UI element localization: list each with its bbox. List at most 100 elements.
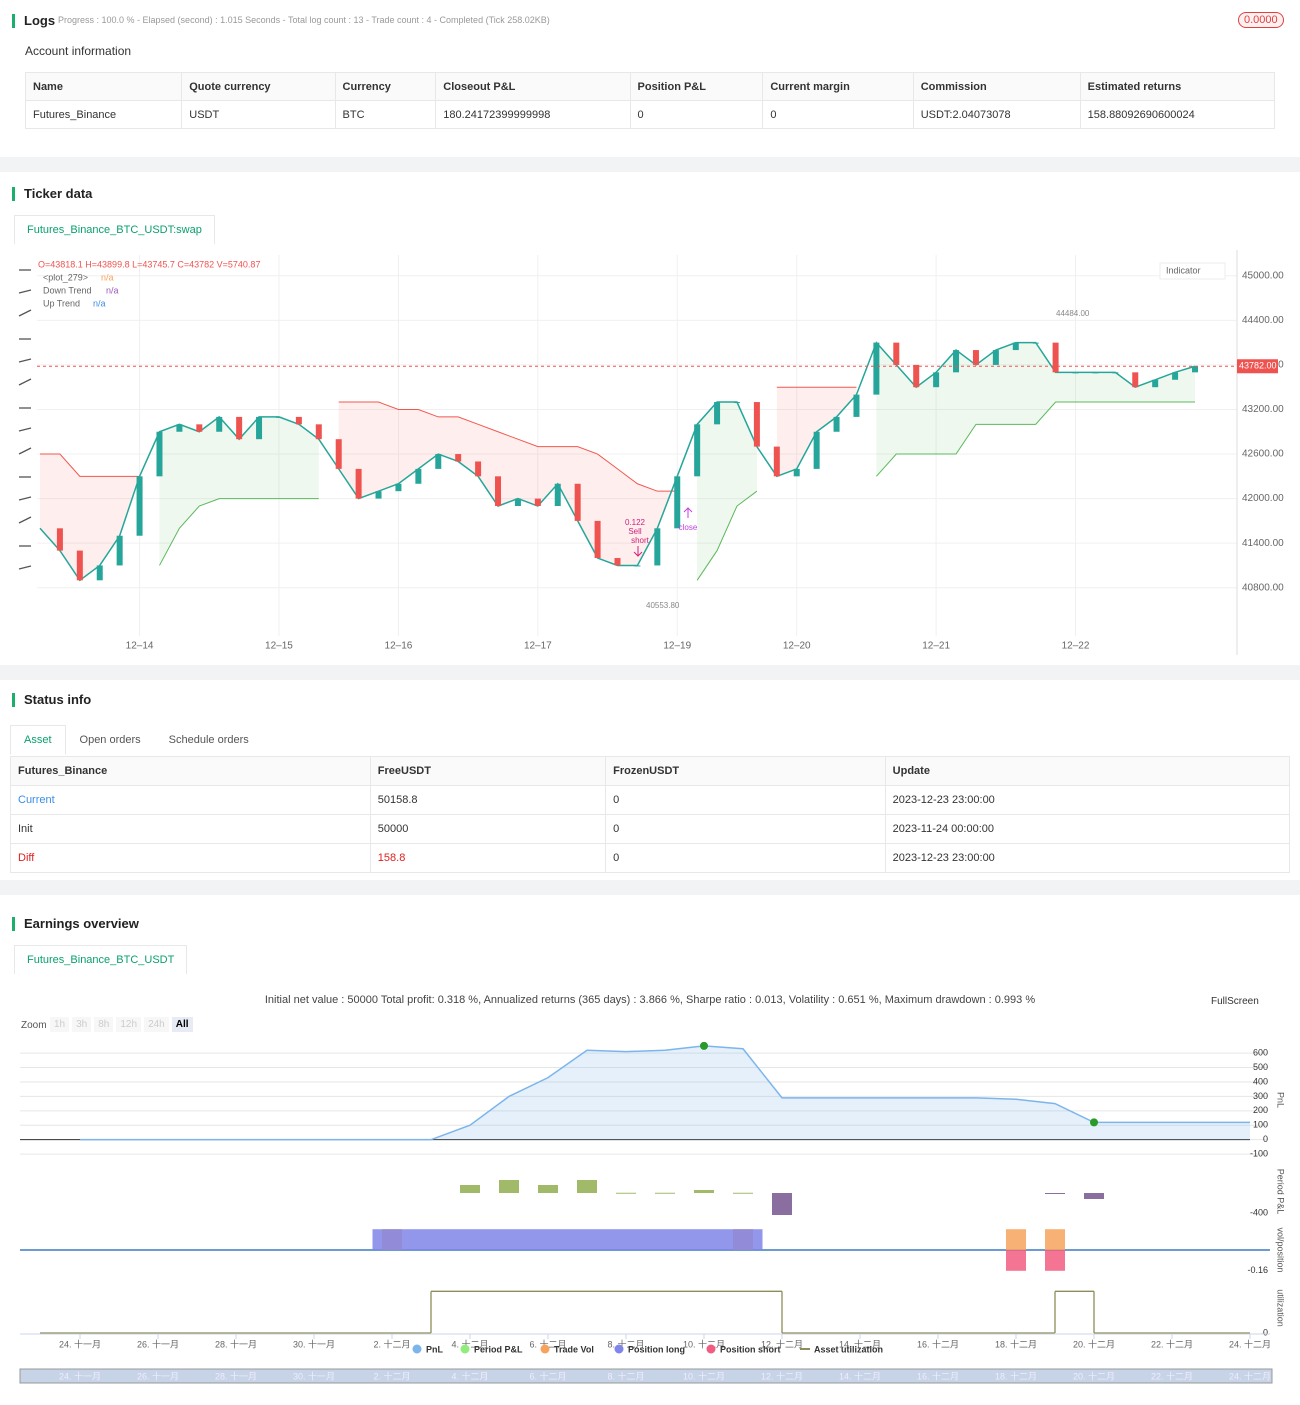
toolbar-icon (18, 427, 32, 432)
header-row: Name Quote currency Currency Closeout P&L Po… (24, 72, 1276, 101)
zoom-button[interactable]: 12h (116, 1017, 142, 1032)
y-tick-label: 42000.00 (1242, 493, 1284, 504)
trend-fill (697, 402, 757, 581)
candle (992, 350, 999, 365)
x-tick-label: 12–22 (1062, 641, 1090, 652)
y-tick-label: 400 (1253, 1076, 1268, 1086)
zoom-button[interactable]: 1h (50, 1017, 70, 1032)
trend-fill (876, 342, 1195, 477)
navigator-label: 22. 十二月 (1151, 1370, 1193, 1381)
y-tick-label: 42600.00 (1242, 449, 1284, 460)
x-tick-label: 12–17 (524, 641, 552, 652)
column-header: Currency (334, 72, 437, 101)
ticker-tab[interactable]: Futures_Binance_BTC_USDT:swap (14, 215, 215, 244)
trade-side: short (631, 536, 650, 545)
candle (733, 402, 740, 404)
toolbar-icon (18, 378, 32, 386)
legend-label[interactable]: Trade Vol (554, 1344, 594, 1354)
y-tick-label: 41400.00 (1242, 538, 1284, 549)
candle (674, 476, 681, 529)
y-tick-label: -0.16 (1247, 1265, 1268, 1275)
x-tick-label: 12–15 (265, 641, 293, 652)
status-tab[interactable]: Schedule orders (168, 734, 249, 746)
zoom-button[interactable]: 3h (72, 1017, 92, 1032)
x-tick-label: 24. 十二月 (1229, 1338, 1271, 1349)
navigator-label: 14. 十二月 (839, 1370, 881, 1381)
candle (156, 431, 163, 477)
trend-line (40, 453, 140, 477)
table-row: Init 50000 0 2023-11-24 00:00:00 (10, 814, 1291, 844)
legend-value: n/a (101, 272, 114, 282)
ticker-title: Ticker data (12, 187, 92, 201)
candle (1012, 342, 1019, 351)
x-tick-label: 18. 十二月 (995, 1338, 1037, 1349)
table-cell: Diff (10, 843, 371, 873)
candle (714, 402, 721, 425)
navigator-label: 18. 十二月 (995, 1370, 1037, 1381)
y-tick-label: 43200.00 (1242, 404, 1284, 415)
table-cell: Futures_Binance (24, 100, 183, 129)
column-header: Futures_Binance (10, 756, 371, 786)
y-tick-label: 44400.00 (1242, 315, 1284, 326)
y-tick-label: 45000.00 (1242, 270, 1284, 281)
status-tab[interactable]: Open orders (79, 734, 141, 746)
y-axis-title: Period P&L (1276, 1169, 1286, 1215)
navigator-label: 26. 十一月 (137, 1370, 179, 1381)
candle (455, 454, 462, 462)
candle (435, 454, 442, 469)
toolbar-icon (18, 447, 32, 455)
zoom-button[interactable]: All (171, 1017, 193, 1032)
navigator-label: 16. 十二月 (917, 1370, 959, 1381)
candle (1072, 372, 1079, 374)
candle (375, 491, 382, 499)
x-tick-label: 22. 十二月 (1151, 1338, 1193, 1349)
legend-label[interactable]: Period P&L (474, 1344, 523, 1354)
bar (1006, 1250, 1026, 1271)
indicator-label: Indicator (1166, 265, 1201, 275)
bar (1045, 1250, 1065, 1271)
status-tabs: Asset Open orders Schedule orders (10, 725, 263, 755)
status-tab[interactable]: Asset (10, 725, 66, 755)
table-cell: 2023-12-23 23:00:00 (884, 785, 1291, 815)
legend-label[interactable]: Position short (720, 1344, 781, 1354)
table-cell: 0 (762, 100, 914, 129)
fullscreen[interactable]: FullScreen (1211, 996, 1259, 1007)
candle (335, 439, 342, 469)
trade-label: Sell (628, 527, 642, 536)
bar (694, 1190, 714, 1193)
candle (972, 350, 979, 365)
candle (395, 483, 402, 492)
toolbar-icon (18, 358, 32, 363)
zoom-button[interactable]: 24h (144, 1017, 169, 1032)
y-tick-label: 200 (1253, 1105, 1268, 1115)
legend-label[interactable]: Position long (628, 1344, 685, 1354)
legend-symbol (412, 1344, 422, 1354)
bar (606, 1229, 646, 1250)
trend-line (876, 401, 1195, 477)
earnings-tab[interactable]: Futures_Binance_BTC_USDT (14, 945, 188, 974)
account-table: Name Quote currency Currency Closeout P&L Po… (24, 72, 1276, 129)
candle (1132, 372, 1139, 388)
x-tick-label: 12. 十二月 (761, 1338, 803, 1349)
legend-label[interactable]: Asset utilization (814, 1344, 883, 1354)
table-cell: 158.88092690600024 (1079, 100, 1276, 129)
trade-arrow (683, 507, 693, 518)
legend-label[interactable]: PnL (426, 1344, 444, 1354)
candle (1052, 342, 1059, 373)
bar (460, 1185, 480, 1193)
low-label: 40553.80 (646, 601, 680, 610)
column-header: Position P&L (629, 72, 764, 101)
bar (499, 1180, 519, 1193)
bar (450, 1229, 490, 1250)
x-tick-label: 8. 十二月 (607, 1338, 644, 1349)
candle (873, 342, 880, 395)
column-header: Quote currency (181, 72, 336, 101)
bar (1006, 1229, 1026, 1250)
zoom-buttons: 1h 3h 8h 12h 24h All (50, 1017, 193, 1032)
legend-symbol (460, 1344, 470, 1354)
zoom-button[interactable]: 8h (94, 1017, 114, 1032)
y-tick-label: 600 (1253, 1047, 1268, 1057)
y-tick-label: 0 (1263, 1327, 1268, 1337)
table-cell: 158.8 (369, 843, 607, 873)
navigator-label: 10. 十二月 (683, 1370, 725, 1381)
